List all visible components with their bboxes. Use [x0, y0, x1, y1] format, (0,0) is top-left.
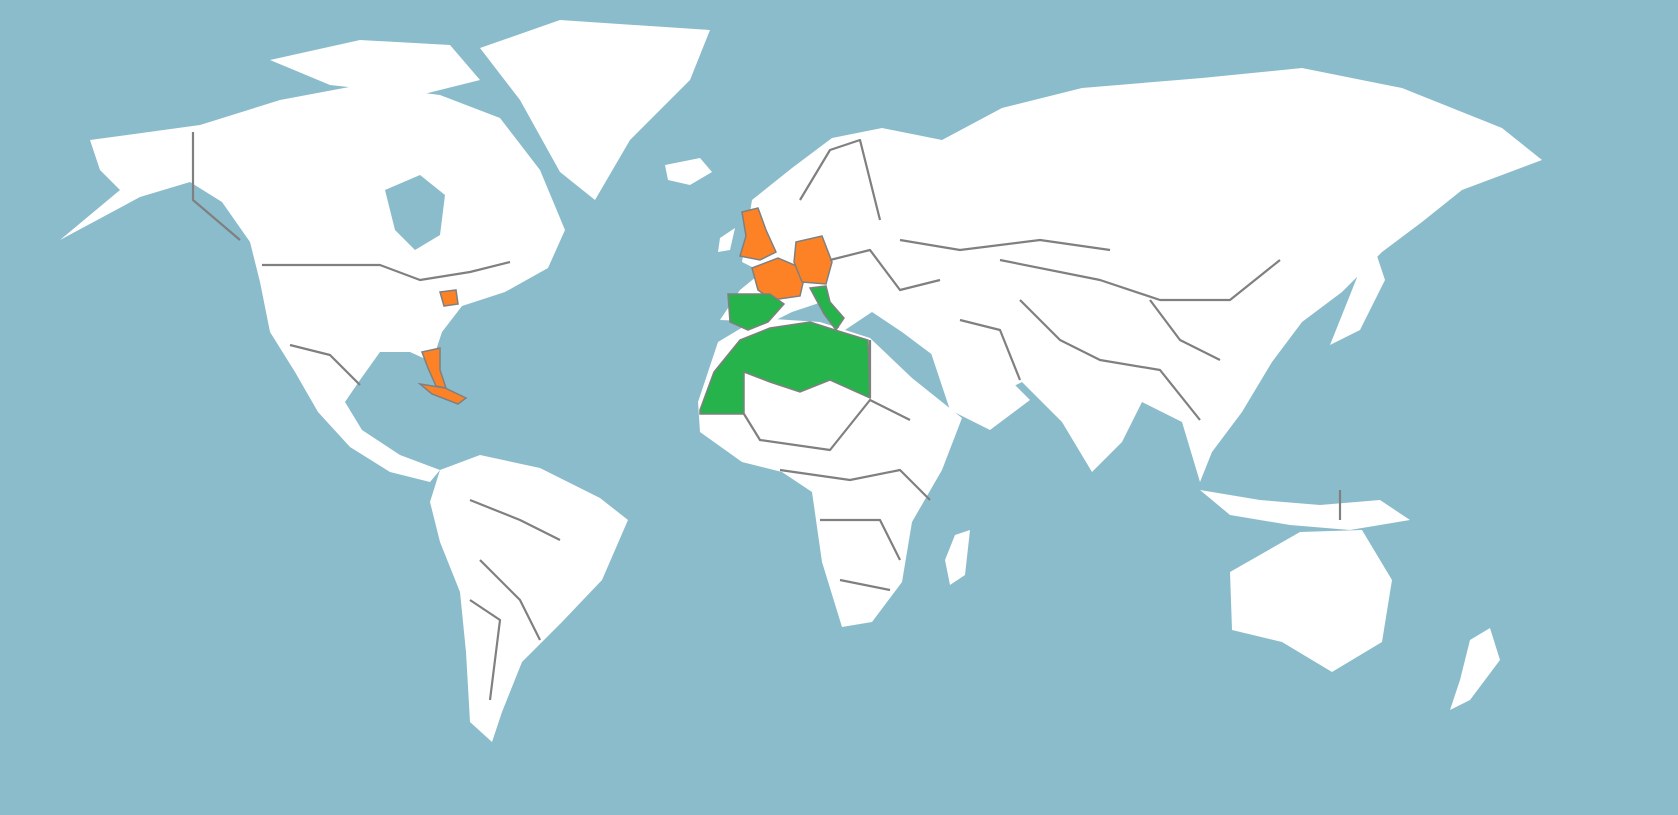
asia-borders — [959, 299, 1221, 421]
region-ohio[interactable] — [439, 289, 459, 307]
region-spain-portugal[interactable] — [727, 293, 786, 331]
australia — [1230, 530, 1392, 672]
highlighted-regions — [417, 207, 871, 415]
region-united-kingdom[interactable] — [739, 207, 777, 261]
us-canada-border — [262, 260, 511, 282]
region-germany[interactable] — [793, 235, 833, 285]
hudson-bay — [385, 175, 445, 250]
eurasia — [720, 68, 1542, 482]
region-italy[interactable] — [808, 285, 845, 332]
united-kingdom-outline — [718, 228, 735, 252]
madagascar — [945, 530, 970, 585]
region-cuba[interactable] — [417, 382, 468, 405]
europe-borders — [799, 138, 1281, 302]
alaska-border — [191, 132, 241, 241]
arctic-islands — [270, 40, 480, 95]
north-america — [60, 85, 565, 482]
africa-borders — [743, 340, 931, 592]
iceland — [665, 158, 712, 185]
new-zealand — [1450, 628, 1500, 710]
japan — [1330, 250, 1385, 345]
greenland — [480, 20, 710, 200]
south-america — [430, 455, 628, 742]
region-france[interactable] — [751, 257, 807, 301]
borders — [191, 132, 1342, 701]
us-mexico-border — [289, 343, 361, 386]
arabia — [930, 350, 1030, 430]
south-america-borders — [469, 498, 561, 701]
indonesia — [1200, 490, 1410, 530]
